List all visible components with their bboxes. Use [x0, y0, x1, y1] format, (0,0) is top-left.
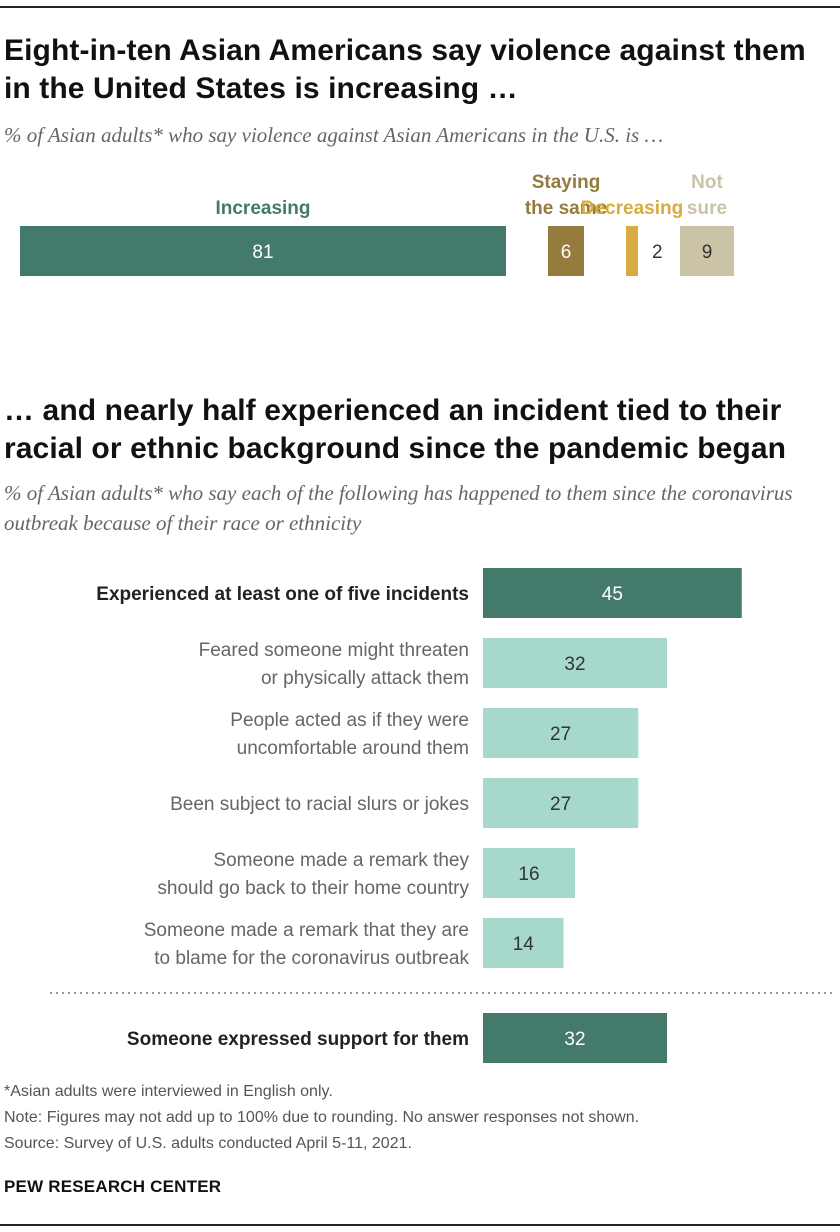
subtitle-1: % of Asian adults* who say violence agai…: [4, 123, 664, 147]
category-label-row-6: Someone made a remark that they are: [144, 920, 469, 941]
value-label-row-7: 32: [564, 1029, 585, 1050]
value-label-decreasing: 2: [652, 242, 663, 263]
bar-row-7: [483, 1013, 667, 1063]
category-label-not-sure: sure: [687, 198, 727, 219]
footnote-source: Source: Survey of U.S. adults conducted …: [4, 1135, 412, 1152]
bar-row-2: [483, 638, 667, 688]
bottom-rule: [0, 1224, 840, 1226]
value-label-row-2: 32: [564, 654, 585, 675]
bar-decreasing: [626, 226, 638, 276]
value-label-row-6: 14: [513, 934, 535, 955]
bar-not-sure: [680, 226, 734, 276]
category-label-row-4: Been subject to racial slurs or jokes: [170, 794, 469, 815]
value-label-row-1: 45: [602, 584, 623, 605]
category-label-staying-the-same: Staying: [532, 172, 601, 193]
incidents-chart: 45 Experienced at least one of five incid…: [50, 568, 836, 1063]
category-label-row-5: should go back to their home country: [157, 878, 469, 899]
bar-row-1: [483, 568, 742, 618]
category-label-row-3: People acted as if they were: [230, 710, 469, 731]
headline-2: … and nearly half experienced an inciden…: [4, 394, 787, 465]
category-label-staying-the-same: the same: [525, 198, 607, 219]
category-label-row-6: to blame for the coronavirus outbreak: [154, 948, 469, 969]
bar-row-6: [483, 918, 564, 968]
category-label-row-2: or physically attack them: [261, 668, 469, 689]
headline-1: Eight-in-ten Asian Americans say violenc…: [4, 34, 806, 105]
bar-row-4: [483, 778, 639, 828]
category-label-row-1: Experienced at least one of five inciden…: [96, 584, 469, 605]
category-label-row-2: Feared someone might threaten: [199, 640, 469, 661]
value-label-row-4: 27: [550, 794, 571, 815]
category-label-not-sure: Not: [691, 172, 723, 193]
brand-logo-text: PEW RESEARCH CENTER: [4, 1177, 222, 1196]
footnote-note: Note: Figures may not add up to 100% due…: [4, 1109, 640, 1126]
bar-row-3: [483, 708, 639, 758]
value-label-not-sure: 9: [702, 242, 713, 263]
bar-increasing: [20, 226, 506, 276]
value-label-row-5: 16: [518, 864, 539, 885]
value-label-row-3: 27: [550, 724, 571, 745]
subtitle-2: % of Asian adults* who say each of the f…: [4, 481, 793, 535]
value-label-increasing: 81: [252, 242, 273, 263]
bar-row-5: [483, 848, 575, 898]
category-label-row-5: Someone made a remark they: [213, 850, 469, 871]
top-rule: [0, 6, 840, 8]
category-label-decreasing: Decreasing: [581, 198, 683, 219]
category-label-row-3: uncomfortable around them: [237, 738, 469, 759]
category-label-row-7: Someone expressed support for them: [127, 1029, 469, 1050]
value-label-staying-the-same: 6: [561, 242, 572, 263]
category-label-increasing: Increasing: [215, 198, 310, 219]
violence-trend-chart: 81 Increasing 6 Staying the same 2 Decreasing 9…: [20, 172, 734, 276]
footnote-asterisk: *Asian adults were interviewed in Englis…: [4, 1083, 333, 1100]
bar-staying-the-same: [548, 226, 584, 276]
